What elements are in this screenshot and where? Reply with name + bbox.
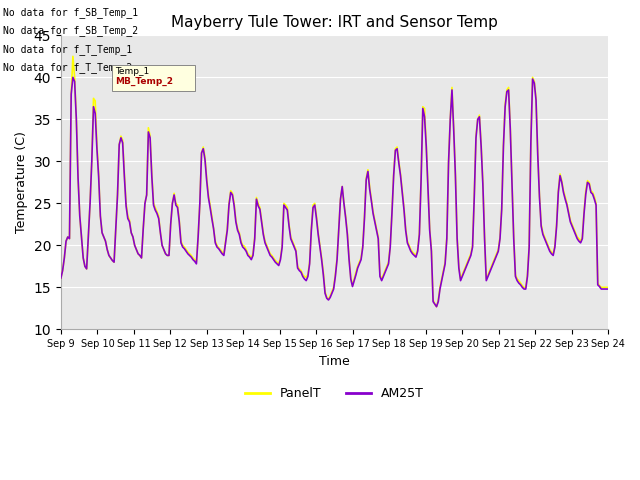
Text: No data for f_T_Temp_2: No data for f_T_Temp_2 [3,62,132,73]
Y-axis label: Temperature (C): Temperature (C) [15,132,28,233]
Legend: PanelT, AM25T: PanelT, AM25T [240,383,429,406]
Text: Temp_1: Temp_1 [115,67,150,76]
X-axis label: Time: Time [319,355,350,368]
Text: No data for f_SB_Temp_2: No data for f_SB_Temp_2 [3,25,138,36]
Text: No data for f_T_Temp_1: No data for f_T_Temp_1 [3,44,132,55]
Text: MB_Temp_2: MB_Temp_2 [115,77,173,86]
Text: No data for f_SB_Temp_1: No data for f_SB_Temp_1 [3,7,138,18]
Title: Mayberry Tule Tower: IRT and Sensor Temp: Mayberry Tule Tower: IRT and Sensor Temp [171,15,498,30]
